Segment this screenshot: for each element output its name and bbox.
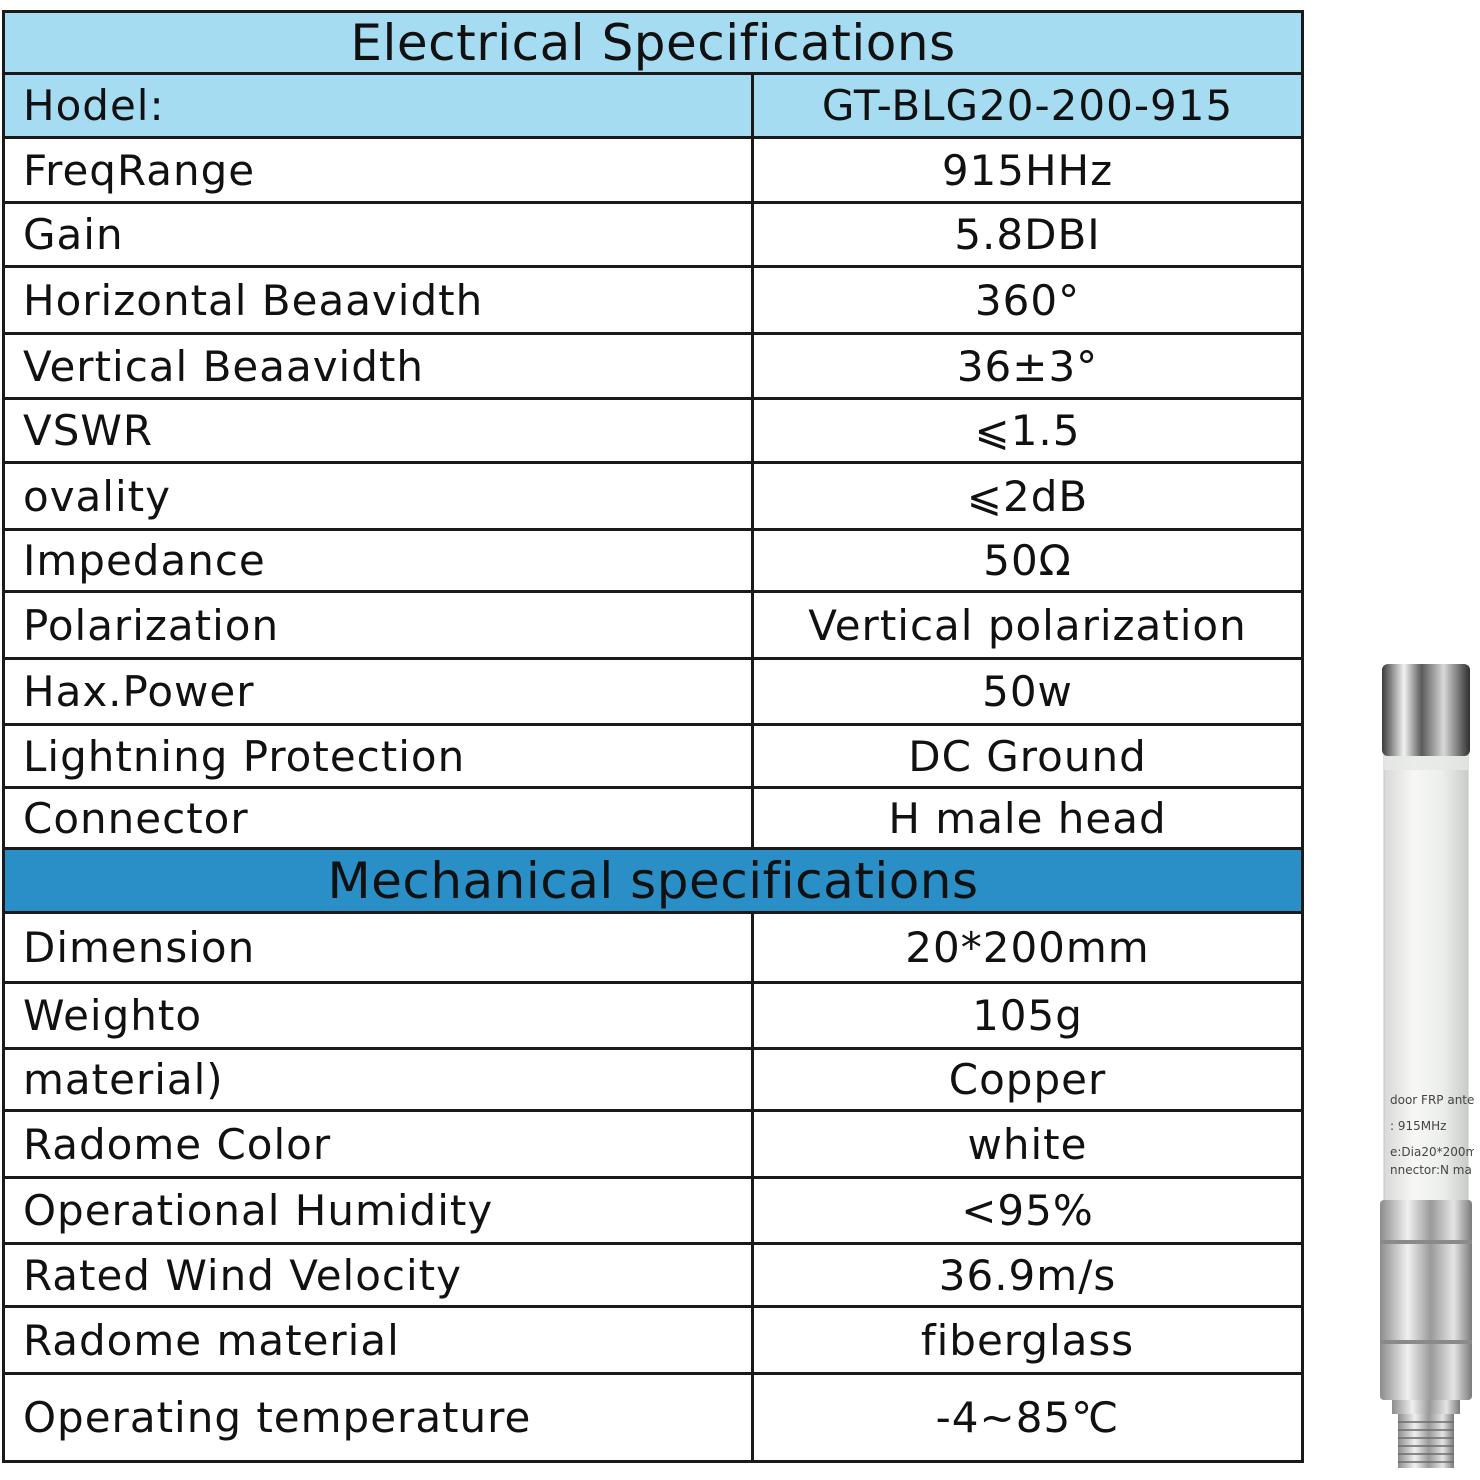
spec-value: -4~85℃ bbox=[935, 1393, 1120, 1442]
table-row: Polarization Vertical polarization bbox=[5, 593, 1301, 660]
mechanical-heading: Mechanical specifications bbox=[327, 851, 979, 910]
spec-label: material) bbox=[5, 1050, 754, 1109]
table-row: ovality ⩽2dB bbox=[5, 464, 1301, 531]
spec-label: Gain bbox=[5, 204, 754, 265]
spec-label: Radome material bbox=[5, 1308, 754, 1372]
spec-label: Operating temperature bbox=[5, 1375, 754, 1460]
spec-label: FreqRange bbox=[5, 139, 754, 201]
spec-label: Weighto bbox=[5, 984, 754, 1047]
antenna-label-line1: door FRP ante bbox=[1390, 1093, 1474, 1107]
antenna-base bbox=[1380, 1200, 1472, 1400]
spec-value: Copper bbox=[948, 1055, 1107, 1104]
spec-label: ovality bbox=[5, 464, 754, 528]
spec-value: 50Ω bbox=[983, 536, 1072, 585]
table-row: Rated Wind Velocity 36.9m/s bbox=[5, 1245, 1301, 1308]
spec-value: 36.9m/s bbox=[938, 1250, 1117, 1300]
antenna-label-line4: nnector:N ma bbox=[1390, 1163, 1472, 1177]
electrical-heading: Electrical Specifications bbox=[350, 13, 956, 72]
antenna-cap bbox=[1382, 664, 1470, 756]
spec-value: 20*200mm bbox=[905, 923, 1150, 972]
table-row: Dimension 20*200mm bbox=[5, 914, 1301, 984]
spec-label: Impedance bbox=[5, 531, 754, 590]
table-row: Radome Color white bbox=[5, 1112, 1301, 1179]
table-row: Impedance 50Ω bbox=[5, 531, 1301, 593]
table-row: Vertical Beaavidth 36±3° bbox=[5, 335, 1301, 400]
antenna-image: door FRP ante : 915MHz e:Dia20*200m nnec… bbox=[1380, 664, 1474, 1468]
spec-label: Radome Color bbox=[5, 1112, 754, 1176]
spec-value: 105g bbox=[972, 991, 1083, 1040]
spec-label: Connector bbox=[5, 789, 754, 847]
antenna-label-line2: : 915MHz bbox=[1390, 1119, 1446, 1133]
table-row: Radome material fiberglass bbox=[5, 1308, 1301, 1375]
antenna-tube bbox=[1383, 719, 1469, 1261]
spec-value: ⩽2dB bbox=[966, 471, 1089, 521]
table-row: Operational Humidity <95% bbox=[5, 1179, 1301, 1245]
table-row: Hax.Power 50w bbox=[5, 660, 1301, 726]
mechanical-heading-row: Mechanical specifications bbox=[5, 850, 1301, 914]
spec-label: Hodel: bbox=[5, 75, 754, 136]
table-row: Operating temperature -4~85℃ bbox=[5, 1375, 1301, 1460]
table-row: Horizontal Beaavidth 360° bbox=[5, 268, 1301, 335]
table-row: Weighto 105g bbox=[5, 984, 1301, 1050]
table-row: Connector H male head bbox=[5, 789, 1301, 850]
table-row: Gain 5.8DBI bbox=[5, 204, 1301, 268]
spec-value: H male head bbox=[888, 793, 1167, 843]
antenna-connector bbox=[1398, 1414, 1454, 1468]
table-row: FreqRange 915HHz bbox=[5, 139, 1301, 204]
spec-value: 5.8DBI bbox=[954, 210, 1101, 259]
spec-label: Operational Humidity bbox=[5, 1179, 754, 1242]
spec-value: 360° bbox=[974, 275, 1081, 325]
spec-table: Electrical Specifications Hodel: GT-BLG2… bbox=[2, 10, 1304, 1463]
table-row: material) Copper bbox=[5, 1050, 1301, 1112]
spec-value: Vertical polarization bbox=[808, 600, 1247, 650]
spec-value: 36±3° bbox=[956, 341, 1099, 391]
spec-value: white bbox=[967, 1119, 1088, 1169]
spec-value: <95% bbox=[961, 1186, 1094, 1235]
table-row: VSWR ⩽1.5 bbox=[5, 400, 1301, 464]
spec-label: Horizontal Beaavidth bbox=[5, 268, 754, 332]
spec-value: ⩽1.5 bbox=[974, 406, 1081, 455]
spec-value: DC Ground bbox=[908, 731, 1147, 781]
table-row: Lightning Protection DC Ground bbox=[5, 726, 1301, 789]
spec-label: VSWR bbox=[5, 400, 754, 461]
spec-label: Polarization bbox=[5, 593, 754, 657]
spec-label: Hax.Power bbox=[5, 660, 754, 723]
spec-value: GT-BLG20-200-915 bbox=[754, 75, 1301, 136]
spec-value: fiberglass bbox=[920, 1315, 1135, 1365]
spec-label: Vertical Beaavidth bbox=[5, 335, 754, 397]
antenna-label-line3: e:Dia20*200m bbox=[1390, 1145, 1474, 1159]
table-row: Hodel: GT-BLG20-200-915 bbox=[5, 75, 1301, 139]
spec-label: Dimension bbox=[5, 914, 754, 981]
spec-label: Rated Wind Velocity bbox=[5, 1245, 754, 1305]
spec-value: 915HHz bbox=[941, 145, 1114, 195]
spec-value: 50w bbox=[982, 667, 1073, 716]
electrical-heading-row: Electrical Specifications bbox=[5, 13, 1301, 75]
spec-label: Lightning Protection bbox=[5, 726, 754, 786]
